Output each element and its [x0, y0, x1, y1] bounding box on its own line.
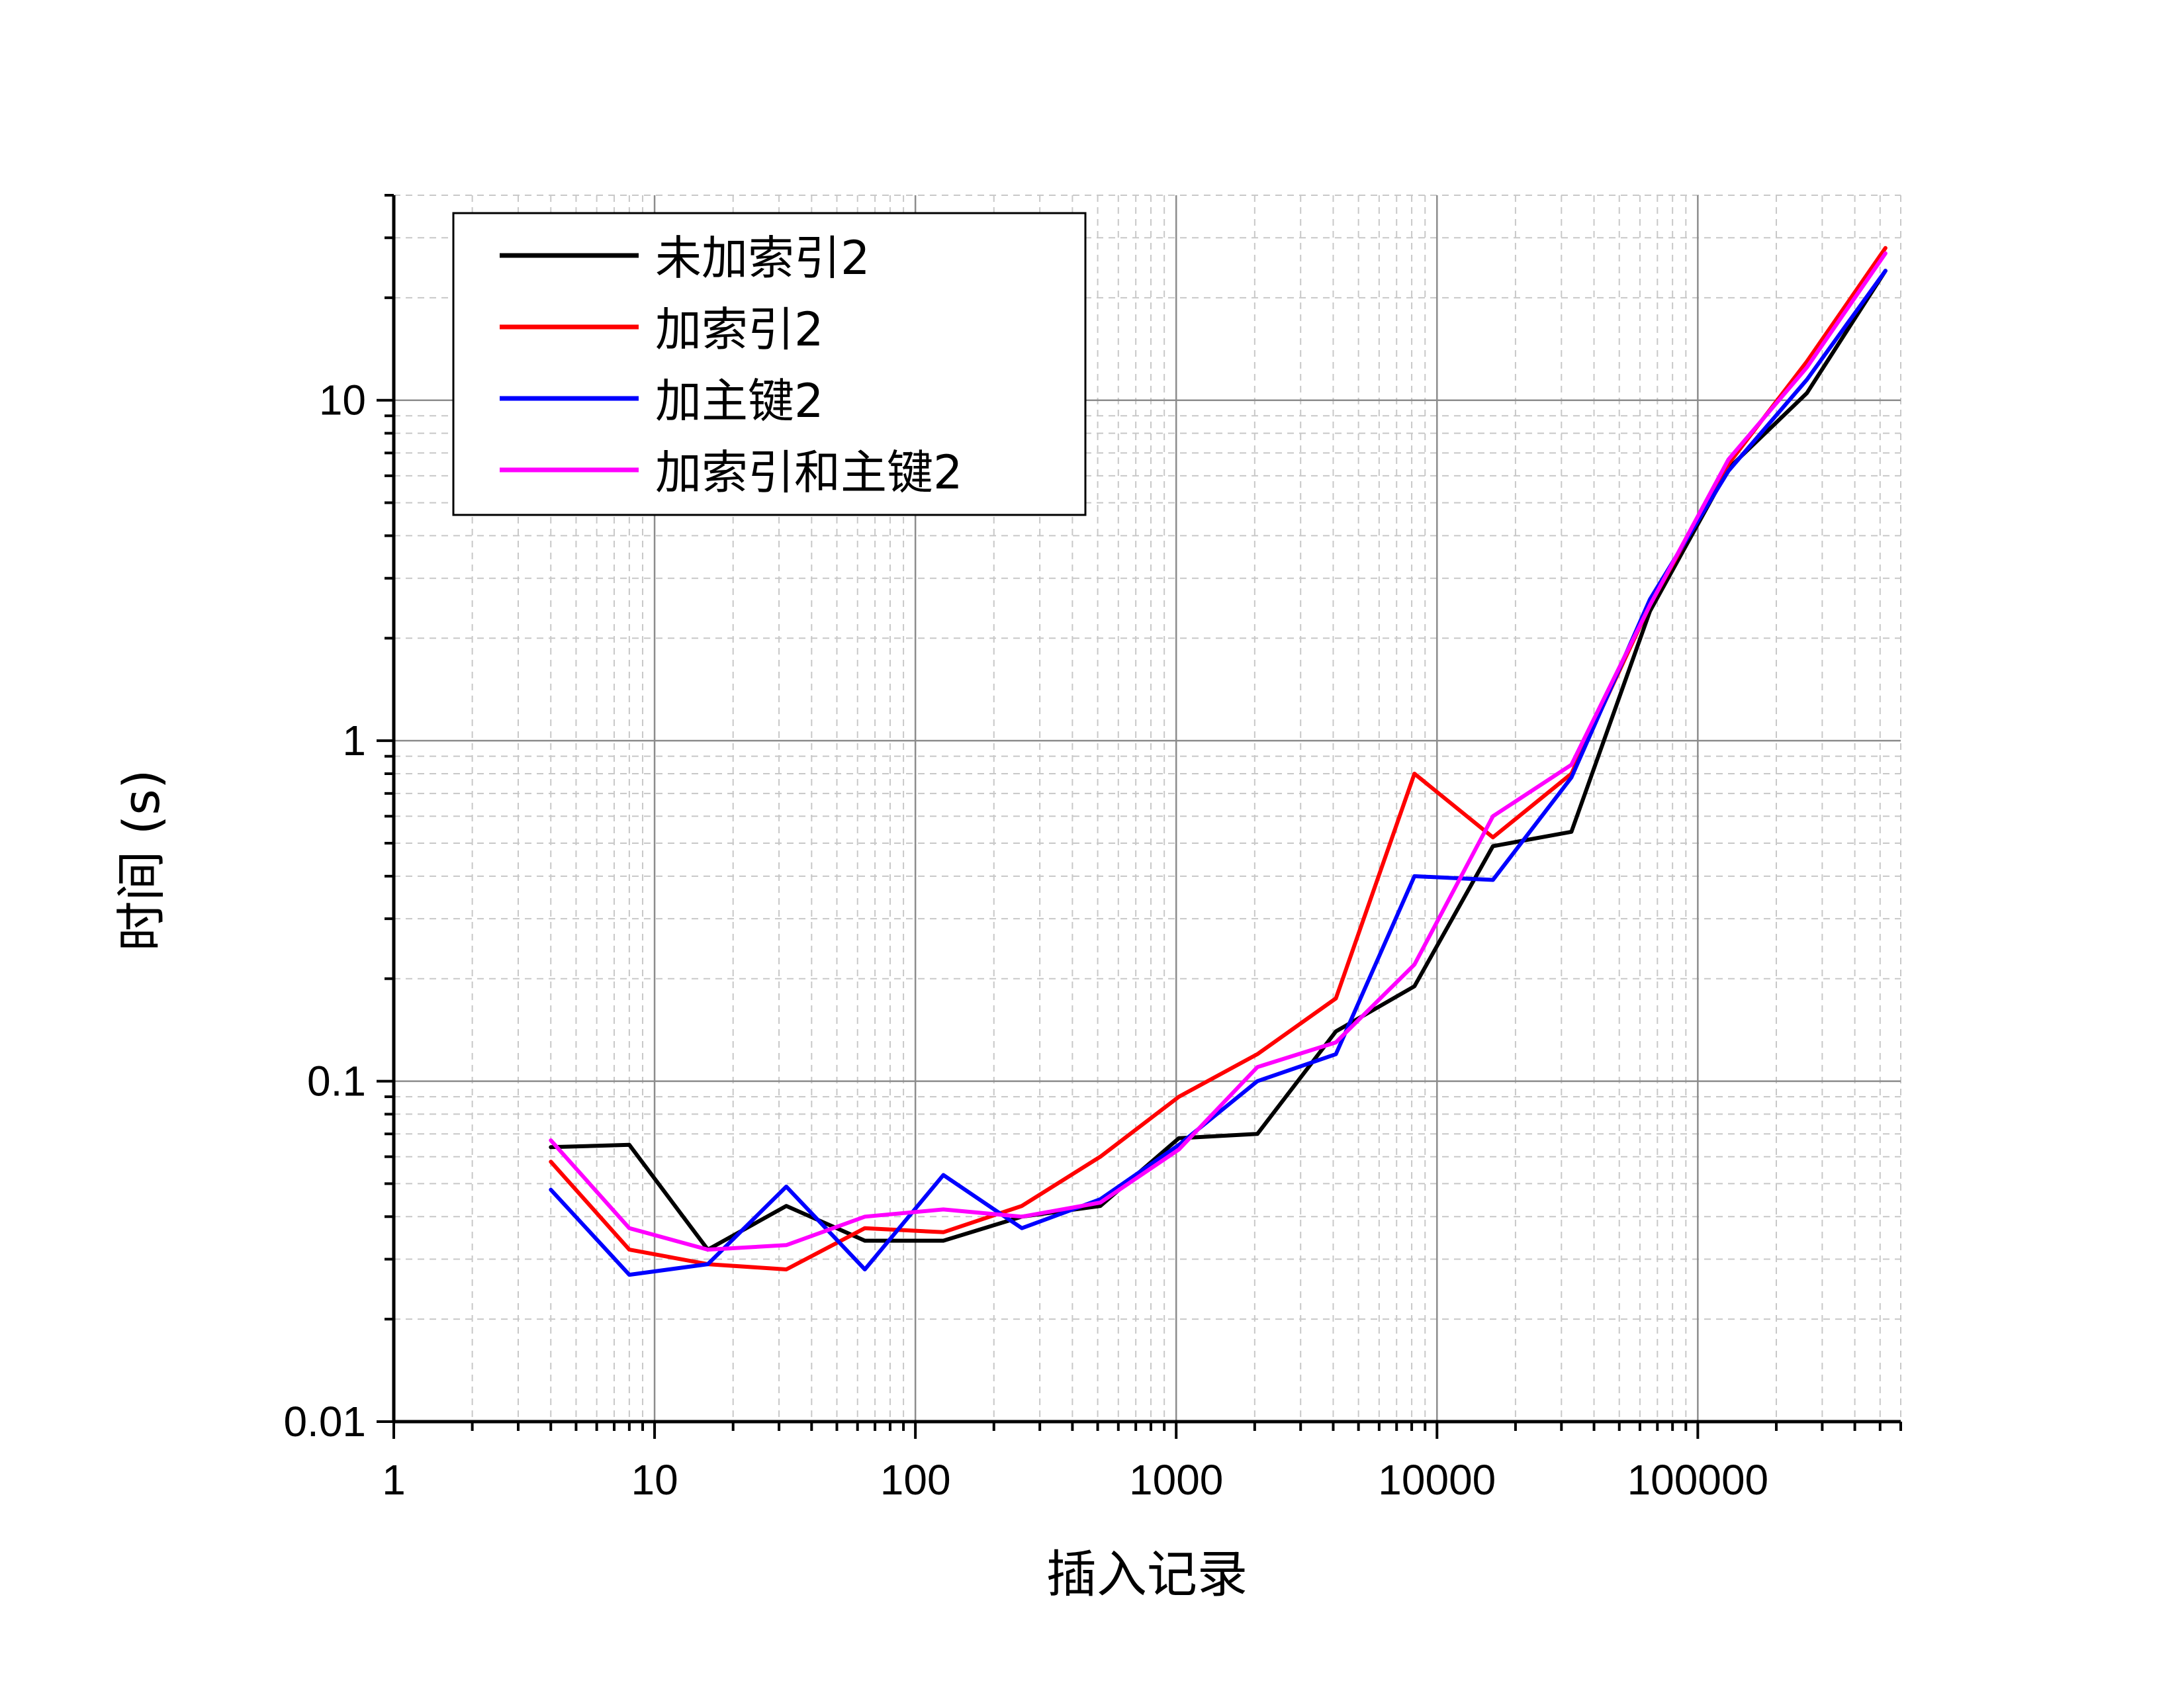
x-tick-label: 1: [382, 1456, 406, 1504]
legend-label-4: 加索引和主键2: [655, 445, 963, 500]
legend-box: [452, 212, 1087, 516]
y-tick-label: 0.1: [307, 1058, 366, 1105]
x-tick-label: 100000: [1627, 1456, 1769, 1504]
legend-label-1: 未加索引2: [655, 231, 870, 285]
legend-label-3: 加主键2: [655, 374, 824, 428]
series-layer: [549, 246, 1888, 1277]
y-axis-title: 时间 (s): [112, 769, 171, 951]
x-tick-label: 1000: [1129, 1456, 1223, 1504]
y-tick-label: 0.01: [283, 1398, 366, 1445]
series-line-4: [549, 251, 1888, 1252]
x-tick-label: 10: [631, 1456, 678, 1504]
x-axis-title: 插入记录: [1046, 1545, 1248, 1604]
x-tick-label: 10000: [1378, 1456, 1496, 1504]
legend-items: 未加索引2 加索引2 加主键2 加索引和主键2: [500, 231, 963, 500]
tick-labels: 1 10 100 1000 10000 100000 0.01 0.1 1 10: [283, 377, 1768, 1504]
x-tick-label: 100: [880, 1456, 951, 1504]
tick-marks: [377, 194, 1902, 1439]
y-tick-label: 10: [319, 377, 366, 424]
series-line-1: [549, 269, 1888, 1252]
y-tick-label: 1: [342, 717, 366, 764]
legend-label-2: 加索引2: [655, 302, 824, 357]
legend: 未加索引2 加索引2 加主键2 加索引和主键2: [452, 212, 1087, 516]
